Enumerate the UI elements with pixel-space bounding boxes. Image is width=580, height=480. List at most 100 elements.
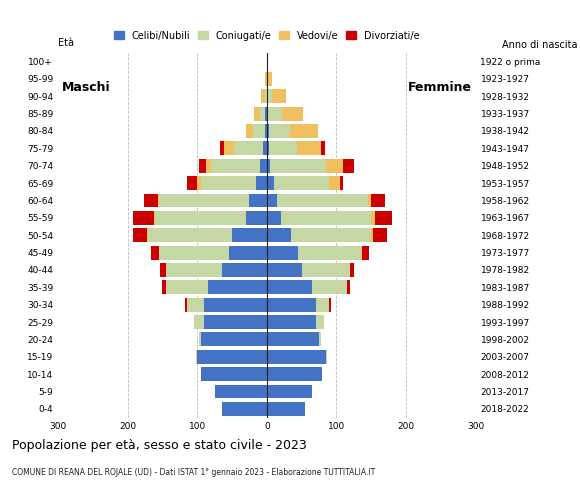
Bar xyxy=(211,159,260,173)
Bar xyxy=(266,72,267,86)
Bar xyxy=(267,89,268,103)
Bar xyxy=(260,159,267,173)
Bar xyxy=(158,193,159,207)
Bar xyxy=(291,228,371,242)
Bar xyxy=(266,107,267,120)
Bar xyxy=(361,246,362,260)
Bar xyxy=(302,263,350,277)
Bar xyxy=(194,315,204,329)
Text: Anno di nascita: Anno di nascita xyxy=(502,40,577,50)
Bar xyxy=(267,176,274,190)
Bar xyxy=(267,142,269,156)
Bar xyxy=(267,280,312,294)
Bar xyxy=(267,107,268,120)
Bar xyxy=(372,228,386,242)
Bar xyxy=(316,315,324,329)
Bar xyxy=(208,280,267,294)
Bar xyxy=(268,72,271,86)
Bar xyxy=(326,159,343,173)
Bar xyxy=(316,298,329,312)
Bar xyxy=(267,211,281,225)
Bar xyxy=(281,211,371,225)
Bar xyxy=(200,333,201,347)
Bar xyxy=(267,315,316,329)
Bar xyxy=(215,384,267,398)
Bar xyxy=(267,333,319,347)
Bar xyxy=(312,280,347,294)
Bar xyxy=(151,246,159,260)
Bar xyxy=(201,333,267,347)
Bar xyxy=(234,142,263,156)
Bar xyxy=(269,142,297,156)
Bar xyxy=(196,350,197,364)
Bar xyxy=(329,298,331,312)
Bar xyxy=(246,211,267,225)
Bar xyxy=(162,280,166,294)
Bar xyxy=(263,142,267,156)
Bar xyxy=(260,107,266,120)
Bar xyxy=(371,228,372,242)
Bar xyxy=(204,315,267,329)
Bar xyxy=(198,159,205,173)
Bar xyxy=(267,263,302,277)
Bar xyxy=(267,402,305,416)
Bar xyxy=(329,176,340,190)
Text: Età: Età xyxy=(58,37,74,48)
Bar xyxy=(249,193,267,207)
Bar xyxy=(340,176,343,190)
Bar xyxy=(166,280,208,294)
Bar xyxy=(267,298,316,312)
Bar xyxy=(297,142,321,156)
Bar xyxy=(270,159,326,173)
Bar xyxy=(267,228,291,242)
Bar xyxy=(282,107,303,120)
Bar xyxy=(159,246,229,260)
Bar xyxy=(343,159,354,173)
Bar xyxy=(197,350,267,364)
Bar xyxy=(321,142,325,156)
Bar xyxy=(147,228,148,242)
Bar xyxy=(267,193,277,207)
Bar xyxy=(267,350,326,364)
Bar xyxy=(264,89,267,103)
Bar xyxy=(229,246,267,260)
Bar xyxy=(319,333,321,347)
Bar xyxy=(347,280,350,294)
Bar xyxy=(290,124,318,138)
Bar xyxy=(350,263,354,277)
Bar xyxy=(362,246,369,260)
Bar xyxy=(271,89,285,103)
Bar xyxy=(267,246,298,260)
Bar xyxy=(222,263,267,277)
Bar xyxy=(267,124,269,138)
Bar xyxy=(224,142,234,156)
Bar xyxy=(371,211,375,225)
Bar xyxy=(267,72,268,86)
Bar xyxy=(159,193,249,207)
Bar xyxy=(220,142,224,156)
Bar xyxy=(274,176,329,190)
Bar xyxy=(254,107,260,120)
Bar xyxy=(298,246,361,260)
Bar xyxy=(267,367,322,381)
Bar xyxy=(267,384,312,398)
Bar xyxy=(205,159,211,173)
Legend: Celibi/Nubili, Coniugati/e, Vedovi/e, Divorziati/e: Celibi/Nubili, Coniugati/e, Vedovi/e, Di… xyxy=(110,27,423,45)
Text: Popolazione per età, sesso e stato civile - 2023: Popolazione per età, sesso e stato civil… xyxy=(12,439,306,452)
Bar xyxy=(166,263,222,277)
Text: Maschi: Maschi xyxy=(61,82,110,95)
Bar xyxy=(326,350,327,364)
Bar xyxy=(253,124,266,138)
Bar xyxy=(269,124,290,138)
Bar xyxy=(154,211,155,225)
Bar xyxy=(144,193,158,207)
Bar xyxy=(267,55,268,69)
Bar xyxy=(148,228,232,242)
Bar xyxy=(155,211,246,225)
Bar xyxy=(201,176,256,190)
Bar xyxy=(368,193,371,207)
Bar xyxy=(133,211,154,225)
Bar xyxy=(204,298,267,312)
Bar xyxy=(133,228,147,242)
Bar xyxy=(268,89,271,103)
